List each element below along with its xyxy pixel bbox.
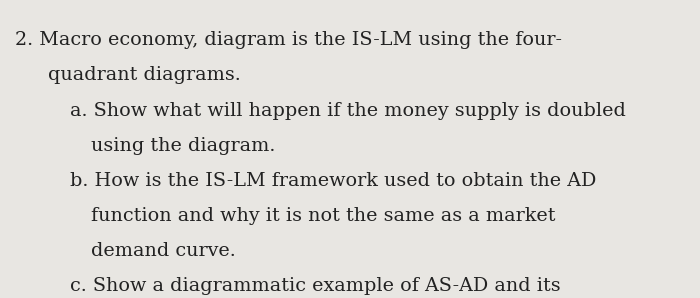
- Text: demand curve.: demand curve.: [91, 242, 236, 260]
- Text: function and why it is not the same as a market: function and why it is not the same as a…: [91, 207, 556, 225]
- Text: quadrant diagrams.: quadrant diagrams.: [48, 66, 240, 84]
- Text: c. Show a diagrammatic example of AS-AD and its: c. Show a diagrammatic example of AS-AD …: [70, 277, 561, 295]
- Text: 2. Macro economy, diagram is the IS-LM using the four-: 2. Macro economy, diagram is the IS-LM u…: [15, 31, 562, 49]
- Text: using the diagram.: using the diagram.: [91, 137, 275, 155]
- Text: b. How is the IS-LM framework used to obtain the AD: b. How is the IS-LM framework used to ob…: [70, 172, 596, 190]
- Text: a. Show what will happen if the money supply is doubled: a. Show what will happen if the money su…: [70, 102, 626, 119]
